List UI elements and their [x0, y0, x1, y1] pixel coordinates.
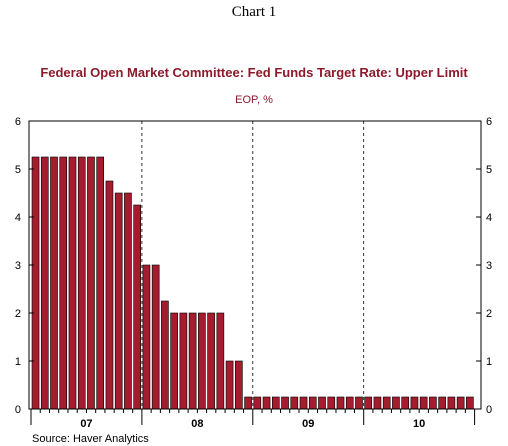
bar — [105, 180, 114, 410]
bar — [50, 156, 58, 410]
grid-lines — [141, 121, 365, 409]
bar — [318, 396, 326, 410]
bar — [438, 396, 446, 410]
bar — [466, 396, 474, 410]
y-axis-left: 0 1 2 3 4 5 6 — [15, 116, 34, 416]
bar — [299, 396, 308, 410]
bar — [327, 396, 336, 410]
bar — [447, 396, 456, 410]
y-tick-label: 6 — [15, 116, 21, 128]
bar — [456, 396, 465, 410]
bar — [40, 156, 49, 410]
x-tick-label: 09 — [302, 418, 314, 430]
bar — [345, 396, 354, 410]
y-axis-right: 0 1 2 3 4 5 6 — [476, 116, 492, 416]
bar — [401, 396, 410, 410]
chart-heading: Chart 1 — [232, 4, 277, 20]
bar — [142, 264, 151, 410]
bar — [87, 156, 95, 410]
y-tick-label: 3 — [15, 260, 21, 272]
bar — [410, 396, 419, 410]
bar — [373, 396, 382, 410]
bar — [382, 396, 391, 410]
x-tick-label: 07 — [80, 418, 92, 430]
x-tick-label: 08 — [191, 418, 203, 430]
bar — [253, 396, 262, 410]
bar — [96, 156, 105, 410]
chart-subtitle: EOP, % — [235, 94, 273, 106]
bar — [31, 156, 40, 410]
bar — [124, 192, 132, 410]
bar — [77, 156, 86, 410]
y-tick-label: 1 — [15, 356, 21, 368]
bar — [170, 312, 178, 410]
x-axis: 07 08 09 10 — [30, 409, 476, 430]
bar — [216, 312, 225, 410]
y-tick-label: 0 — [15, 404, 21, 416]
bar — [364, 396, 373, 410]
y-tick-label: 5 — [486, 164, 492, 176]
bar — [419, 396, 428, 410]
bar — [207, 312, 215, 410]
bar — [68, 156, 77, 410]
bar — [161, 300, 169, 410]
bar — [308, 396, 317, 410]
bar — [262, 396, 271, 410]
bar — [271, 396, 280, 410]
y-tick-label: 2 — [486, 308, 492, 320]
bar — [114, 192, 123, 410]
x-tick-label: 10 — [413, 418, 425, 430]
y-tick-label: 4 — [15, 212, 21, 224]
y-tick-label: 5 — [15, 164, 21, 176]
bar — [151, 264, 160, 410]
bar — [235, 360, 243, 410]
source-note: Source: Haver Analytics — [32, 433, 149, 445]
y-tick-label: 0 — [486, 404, 492, 416]
bar — [225, 360, 234, 410]
bar — [290, 396, 299, 410]
bar — [281, 396, 289, 410]
y-tick-label: 1 — [486, 356, 492, 368]
y-tick-label: 4 — [486, 212, 492, 224]
y-tick-label: 3 — [486, 260, 492, 272]
bar — [188, 312, 197, 410]
y-tick-label: 2 — [15, 308, 21, 320]
chart-title: Federal Open Market Committee: Fed Funds… — [40, 65, 468, 80]
bar — [355, 396, 363, 410]
bar — [198, 312, 206, 410]
bar — [336, 396, 345, 410]
y-tick-label: 6 — [486, 116, 492, 128]
bar — [179, 312, 188, 410]
bar — [59, 156, 68, 410]
bar — [133, 204, 142, 410]
bar — [392, 396, 400, 410]
bar — [244, 396, 252, 410]
bar — [429, 396, 437, 410]
